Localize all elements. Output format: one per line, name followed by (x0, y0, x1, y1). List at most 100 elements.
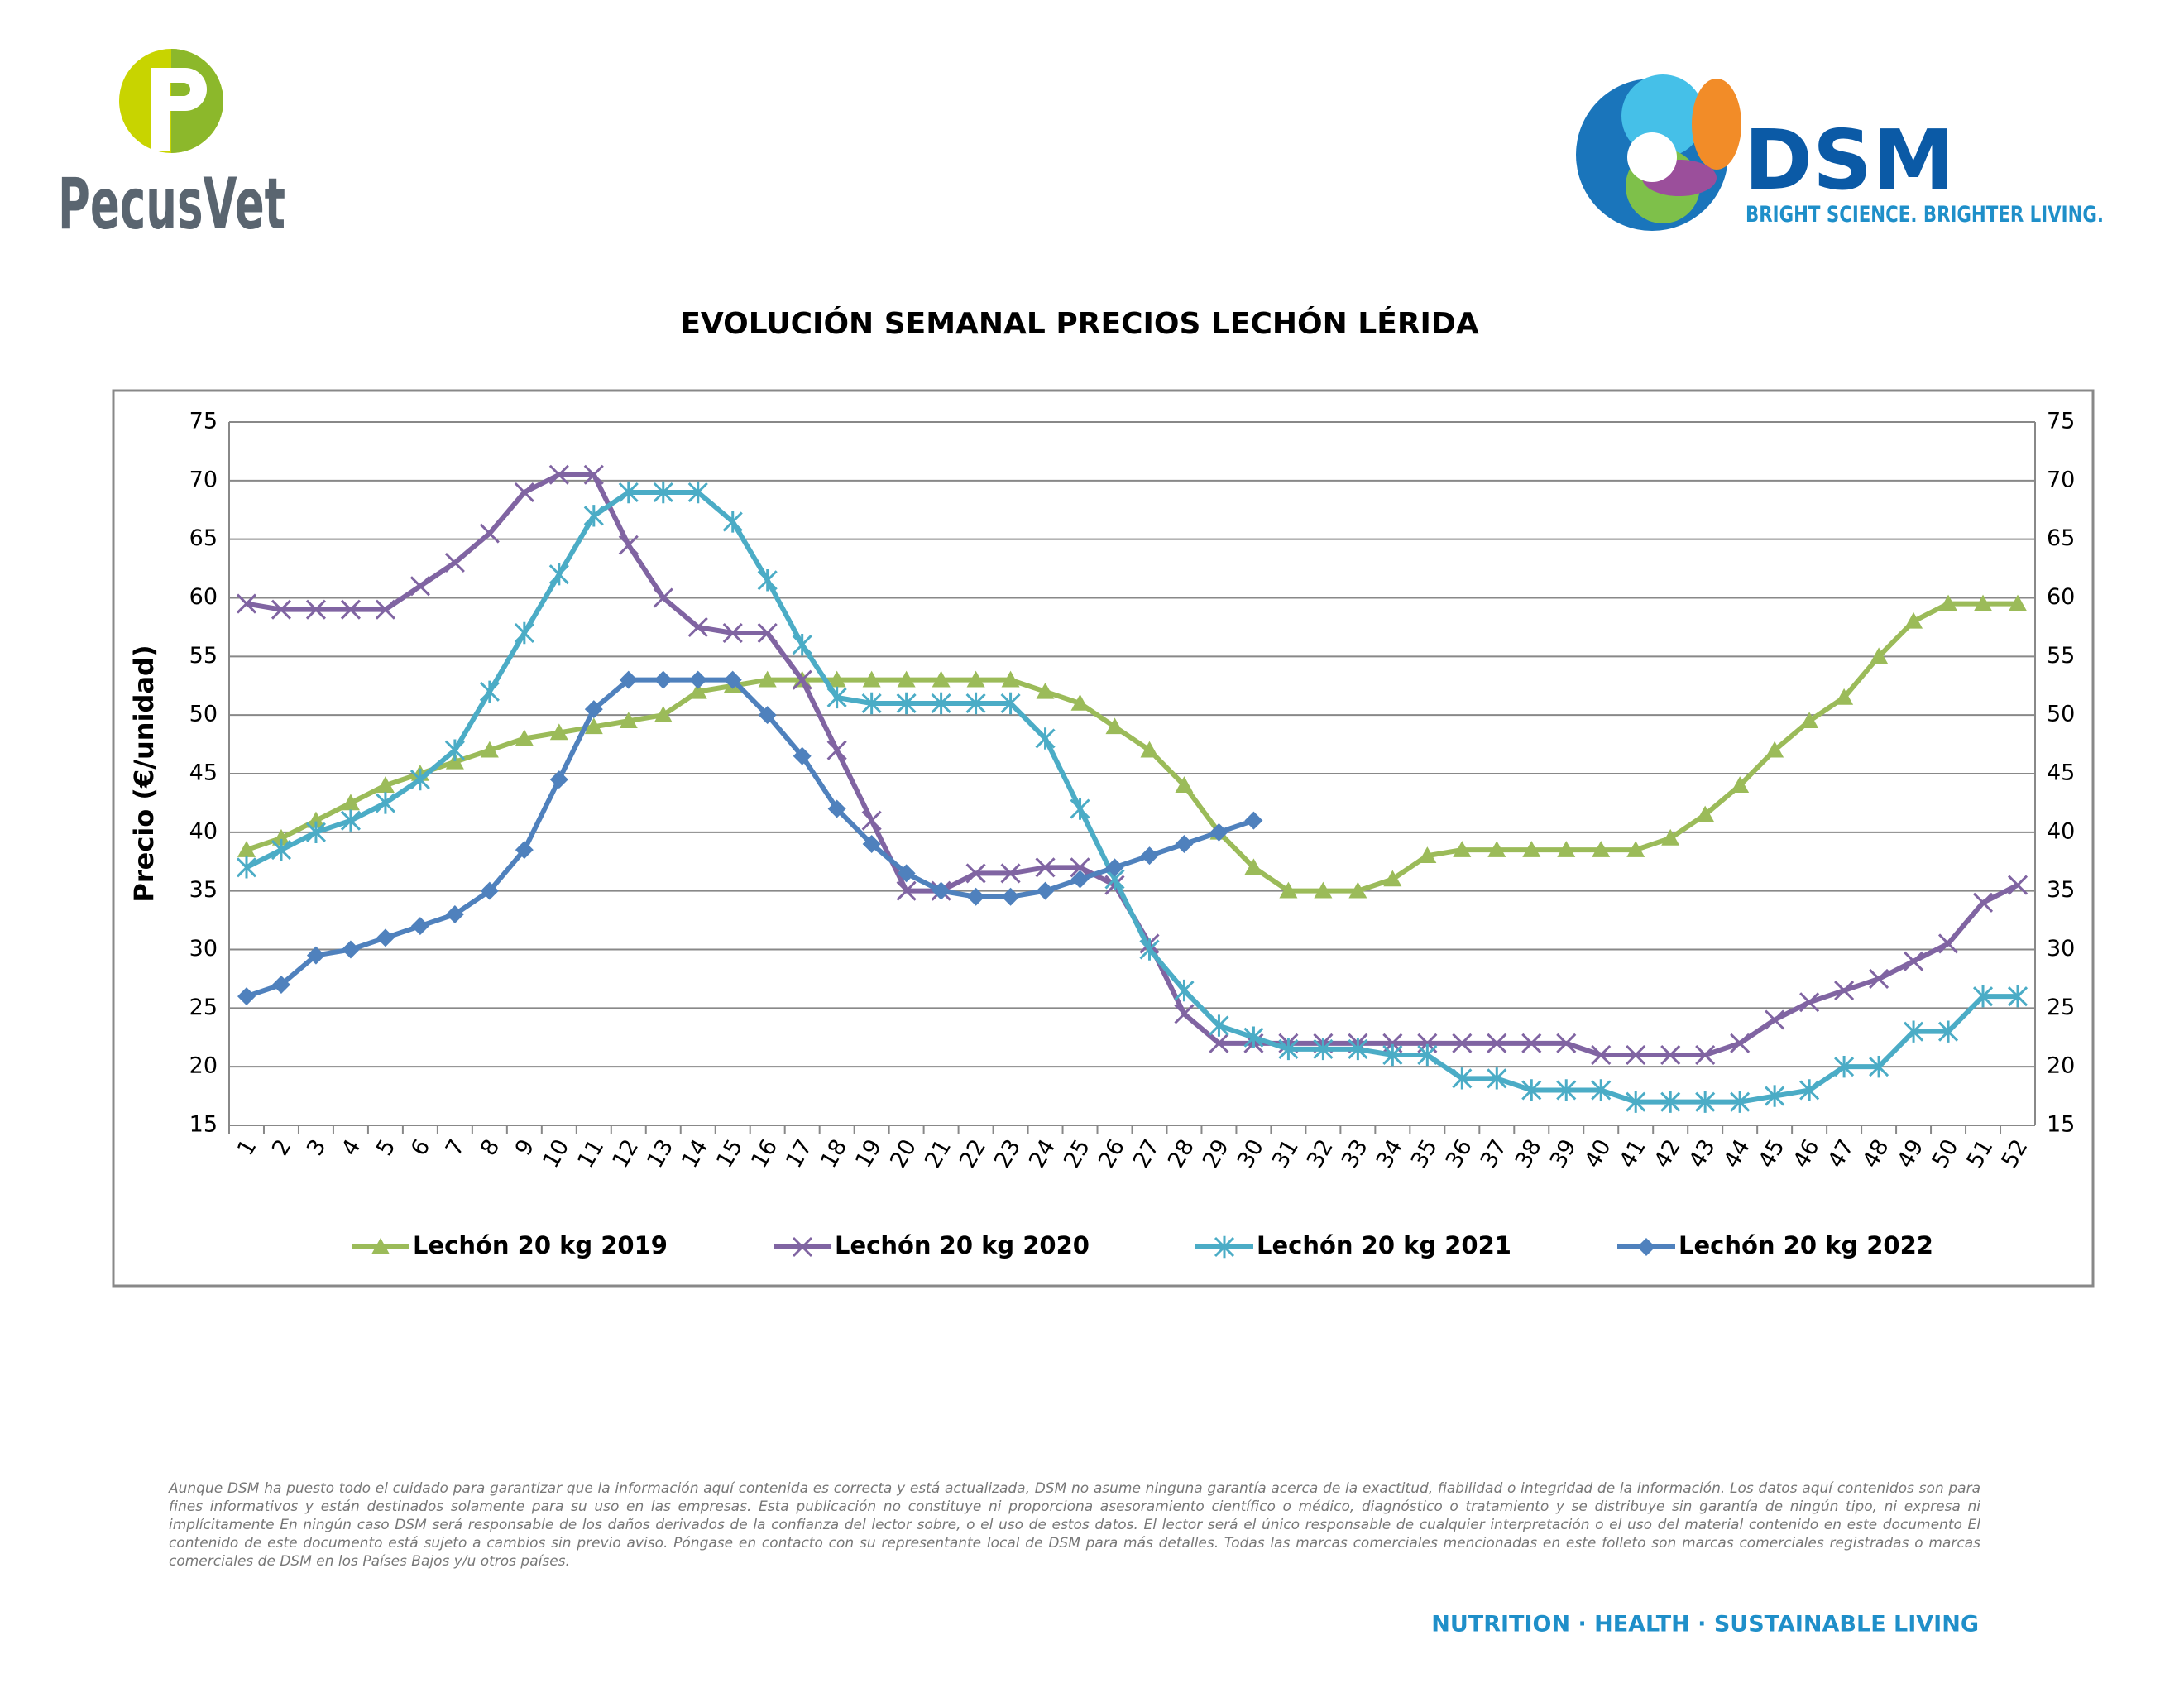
marker (1937, 1020, 1959, 1043)
marker (1626, 841, 1645, 857)
x-tick-label: 22 (955, 1135, 991, 1172)
marker (1626, 1044, 1646, 1066)
marker (1487, 1033, 1507, 1053)
y-tick-label: 50 (189, 702, 218, 727)
marker (1140, 741, 1159, 758)
x-tick-label: 29 (1198, 1135, 1234, 1172)
x-tick-label: 11 (572, 1135, 609, 1172)
marker (1000, 863, 1021, 884)
marker (1557, 841, 1576, 857)
marker (1556, 1033, 1577, 1053)
x-tick-label: 36 (1441, 1135, 1478, 1172)
x-tick-label: 10 (538, 1135, 574, 1172)
marker (1869, 1055, 1889, 1078)
legend-label: Lechón 20 kg 2020 (835, 1231, 1090, 1259)
marker (445, 905, 464, 923)
marker (1799, 1079, 1820, 1101)
legend-marker (792, 1236, 813, 1258)
marker (271, 828, 290, 846)
marker (827, 799, 846, 818)
marker (931, 692, 951, 715)
marker (1765, 741, 1784, 758)
marker (1487, 841, 1506, 857)
x-tick-label: 25 (1059, 1135, 1095, 1172)
marker (1731, 776, 1750, 793)
marker (654, 706, 673, 722)
legend-marker (1214, 1235, 1235, 1259)
x-tick-label: 46 (1789, 1135, 1825, 1172)
marker (897, 864, 916, 883)
marker (1140, 846, 1159, 866)
marker (1418, 846, 1437, 863)
marker (1521, 1079, 1542, 1101)
x-tick-label: 33 (1337, 1135, 1373, 1172)
marker (897, 670, 916, 688)
marker (549, 723, 568, 741)
marker (479, 523, 500, 544)
y2-tick-label: 60 (2047, 584, 2075, 610)
marker (340, 809, 361, 832)
marker (1278, 1038, 1299, 1061)
marker (1661, 828, 1680, 846)
marker (1070, 798, 1090, 820)
line (246, 472, 2019, 1057)
marker (757, 569, 778, 592)
x-tick-label: 32 (1302, 1135, 1339, 1172)
marker (584, 717, 603, 735)
marker (618, 535, 639, 555)
x-tick-label: 41 (1615, 1135, 1651, 1172)
marker (1000, 692, 1021, 715)
marker (1070, 857, 1090, 878)
marker (758, 706, 777, 725)
marker (1348, 1038, 1368, 1061)
marker (1314, 881, 1333, 899)
x-tick-label: 19 (850, 1135, 887, 1172)
x-tick-label: 37 (1476, 1135, 1512, 1172)
marker (1001, 887, 1020, 906)
marker (1835, 688, 1854, 705)
y2-tick-label: 35 (2047, 877, 2075, 903)
y2-tick-label: 55 (2047, 643, 2075, 669)
x-tick-label: 38 (1511, 1135, 1547, 1172)
marker (1382, 1043, 1403, 1067)
marker (305, 821, 327, 844)
x-tick-label: 9 (510, 1135, 539, 1160)
marker (862, 670, 881, 688)
marker (410, 768, 430, 791)
marker (896, 692, 917, 715)
marker (514, 482, 534, 503)
marker (548, 563, 569, 586)
marker (687, 481, 708, 504)
marker (480, 881, 499, 900)
logo-text: DSM (1744, 112, 1955, 209)
x-tick-label: 30 (1233, 1135, 1269, 1172)
marker (862, 835, 881, 853)
x-tick-label: 52 (1997, 1135, 2033, 1172)
marker (583, 464, 604, 485)
marker (1244, 811, 1263, 830)
logo-swirl (1627, 132, 1677, 182)
marker (1591, 1044, 1612, 1066)
marker (1799, 992, 1820, 1013)
marker (236, 856, 257, 879)
marker (376, 776, 395, 793)
x-tick-label: 51 (1962, 1135, 1999, 1172)
marker (1800, 712, 1819, 729)
marker (932, 670, 951, 688)
marker (1696, 805, 1715, 822)
marker (1904, 1020, 1924, 1043)
x-tick-label: 50 (1928, 1135, 1964, 1172)
x-tick-label: 44 (1719, 1135, 1755, 1172)
x-tick-label: 17 (781, 1135, 817, 1172)
y2-tick-label: 25 (2047, 995, 2075, 1020)
marker (1279, 881, 1298, 899)
y-tick-label: 65 (189, 525, 218, 551)
marker (305, 599, 327, 620)
marker (653, 481, 673, 504)
x-tick-label: 12 (607, 1135, 644, 1172)
y-tick-label: 75 (189, 409, 218, 434)
marker (1209, 1033, 1229, 1053)
y-tick-label: 30 (189, 936, 218, 961)
marker (1487, 1067, 1507, 1090)
marker (584, 700, 603, 719)
